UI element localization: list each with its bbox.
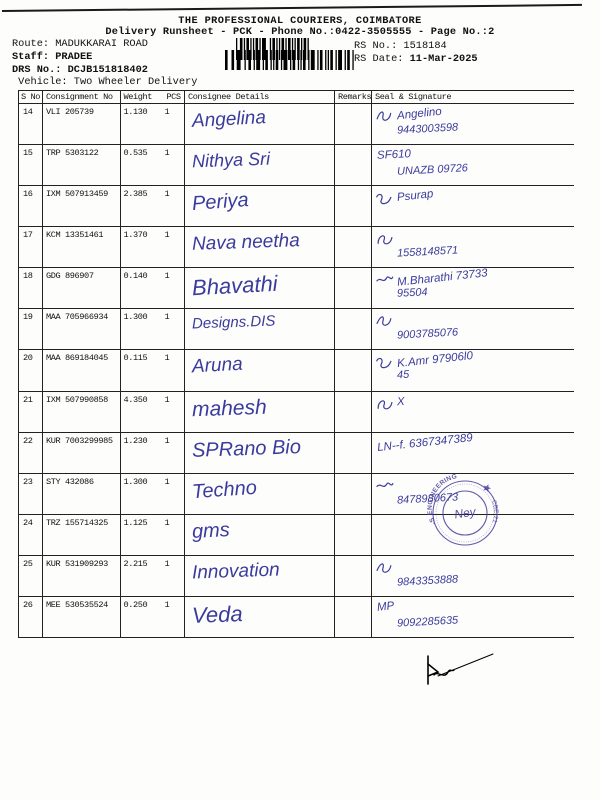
svg-text:-S ENGINEERING: -S ENGINEERING: [427, 473, 458, 526]
svg-text:CBE-21: CBE-21: [490, 499, 499, 524]
svg-text:Ney: Ney: [453, 504, 477, 521]
